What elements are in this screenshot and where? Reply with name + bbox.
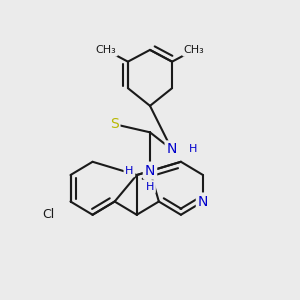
Text: S: S <box>110 117 118 131</box>
Text: N: N <box>145 164 155 178</box>
Text: H: H <box>188 144 197 154</box>
Text: N: N <box>167 142 177 156</box>
Text: H: H <box>125 166 134 176</box>
Text: N: N <box>198 194 208 208</box>
Text: CH₃: CH₃ <box>184 45 205 55</box>
Text: H: H <box>146 182 154 192</box>
Text: CH₃: CH₃ <box>95 45 116 55</box>
Text: Cl: Cl <box>42 208 55 221</box>
